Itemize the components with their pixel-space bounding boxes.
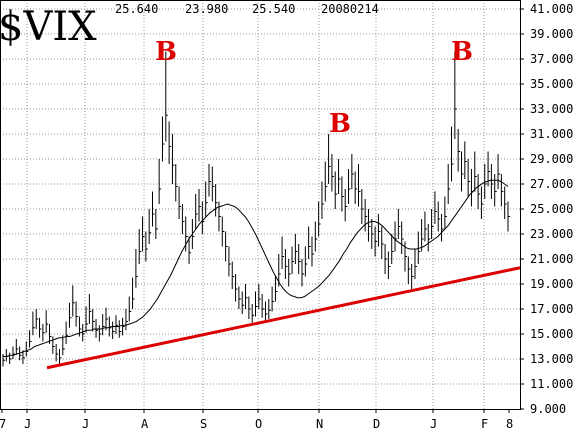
x-tick-label: A [141,417,149,431]
x-tick-label: J [430,417,437,431]
x-tick-label: J [24,417,31,431]
y-tick-label: 21.000 [530,252,573,266]
header-value-3: 25.540 [252,2,295,16]
x-tick-label: J [82,417,89,431]
x-tick-label: S [200,417,207,431]
buy-annotations: B B B [155,37,473,139]
chart-title: $VIX [0,4,97,50]
y-tick-label: 17.000 [530,302,573,316]
x-tick-label: D [373,417,380,431]
y-tick-label: 25.000 [530,202,573,216]
x-tick-label: 7 [0,417,6,431]
support-trendline [46,266,521,370]
x-tick-label: 8 [506,417,513,431]
header-value-1: 25.640 [115,2,158,16]
x-tick-label: N [316,417,323,431]
y-tick-label: 15.000 [530,327,573,341]
y-tick-label: 27.000 [530,177,573,191]
y-tick-label: 13.000 [530,352,573,366]
y-tick-label: 35.000 [530,77,573,91]
y-tick-label: 31.000 [530,127,573,141]
buy-signal-label: B [155,37,177,67]
x-tick-label: F [481,417,488,431]
y-tick-label: 39.000 [530,27,573,41]
y-tick-label: 41.000 [530,2,573,16]
y-tick-label: 33.000 [530,102,573,116]
y-axis-ticks: 41.000 39.000 37.000 35.000 33.000 31.000 29.0… [520,2,573,416]
moving-average-line [3,179,509,357]
buy-signal-label: B [451,37,473,67]
x-tick-label: O [255,417,262,431]
plot-frame [0,0,521,410]
y-tick-label: 37.000 [530,52,573,66]
y-tick-label: 9.000 [530,402,566,416]
x-axis-ticks: 7 J J A S O N D J F 8 [0,409,513,431]
y-tick-label: 11.000 [530,377,573,391]
price-bars [2,51,510,367]
y-tick-label: 29.000 [530,152,573,166]
buy-signal-label: B [329,109,351,139]
y-tick-label: 19.000 [530,277,573,291]
header-date: 20080214 [321,2,379,16]
header-value-2: 23.980 [185,2,228,16]
y-tick-label: 23.000 [530,227,573,241]
